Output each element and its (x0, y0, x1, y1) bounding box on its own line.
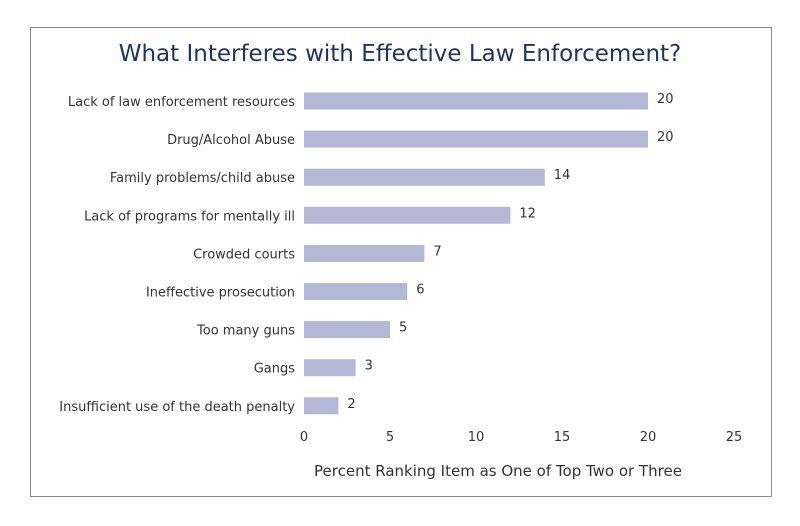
value-label: 20 (657, 130, 674, 145)
bar-0 (304, 92, 648, 110)
value-label: 2 (347, 397, 355, 412)
bar-5 (304, 283, 408, 300)
x-tick-label: 25 (726, 430, 743, 445)
category-label: Drug/Alcohol Abuse (167, 133, 295, 148)
bar-2 (304, 168, 545, 186)
category-label: Family problems/child abuse (110, 171, 295, 186)
bar-1 (304, 130, 648, 148)
category-label: Lack of law enforcement resources (68, 95, 295, 110)
category-label: Too many guns (196, 324, 295, 339)
category-label: Ineffective prosecution (146, 286, 295, 301)
bar-4 (304, 244, 425, 262)
category-label: Crowded courts (193, 247, 295, 262)
bar-8 (304, 397, 339, 415)
value-label: 20 (657, 92, 674, 107)
x-tick-label: 5 (386, 430, 394, 445)
x-axis-title: Percent Ranking Item as One of Top Two o… (314, 462, 682, 480)
x-tick-label: 15 (554, 430, 571, 445)
chart-title: What Interferes with Effective Law Enfor… (118, 41, 682, 67)
x-tick-label: 10 (468, 430, 485, 445)
value-label: 12 (519, 206, 536, 221)
bar-7 (304, 359, 356, 377)
value-labels: 20 20 14 12 7 6 5 3 2 (347, 92, 673, 412)
category-label: Lack of programs for mentally ill (84, 209, 295, 224)
value-label: 14 (554, 168, 571, 183)
bar-3 (304, 206, 511, 224)
x-axis-ticks: 0 5 10 15 20 25 (300, 430, 742, 445)
bar-6 (304, 321, 390, 339)
value-label: 5 (399, 321, 407, 336)
x-tick-label: 20 (640, 430, 657, 445)
category-label: Insufficient use of the death penalty (59, 400, 295, 415)
category-labels: Lack of law enforcement resources Drug/Al… (59, 95, 295, 415)
value-label: 3 (365, 359, 373, 374)
value-label: 7 (433, 244, 441, 259)
bars-group (304, 92, 648, 415)
value-label: 6 (416, 283, 424, 298)
category-label: Gangs (254, 362, 296, 377)
x-tick-label: 0 (300, 430, 308, 445)
